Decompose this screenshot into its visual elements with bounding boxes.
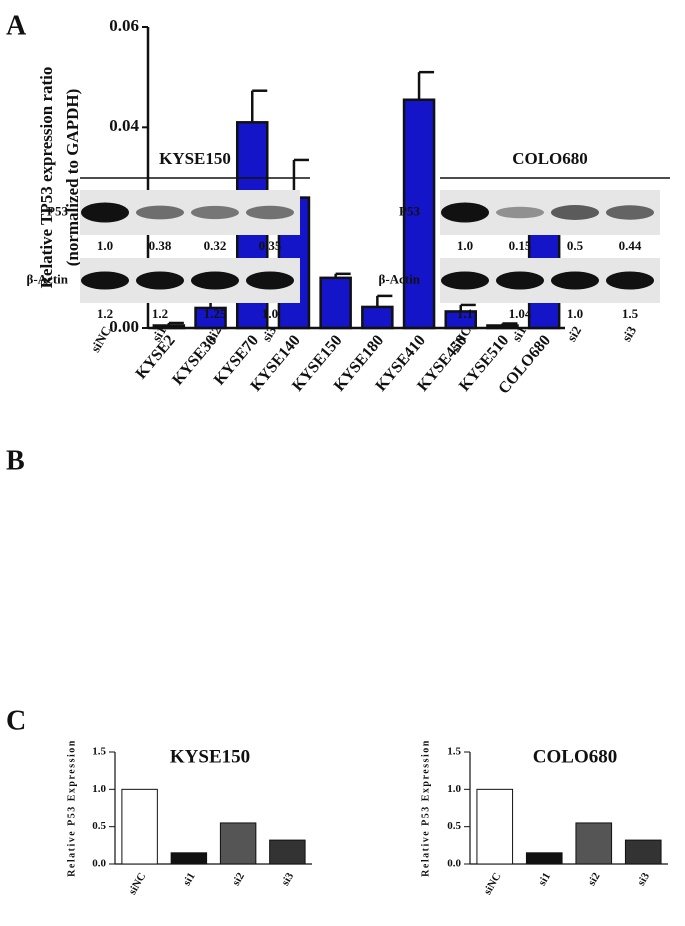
x-tick-label: siNC [126,871,148,897]
y-tick-label: 0.0 [447,858,461,870]
chart-title: KYSE150 [170,746,250,767]
blot-band [191,271,239,290]
y-tick-label: 0.5 [447,820,461,832]
y-axis-label: Relative TP53 expression ratio [37,67,56,289]
panel-label: A [6,10,27,41]
x-tick-label: siNC [482,871,504,897]
band-ratio: 1.0 [457,238,473,253]
blot-band [136,271,184,290]
band-ratio: 0.35 [259,238,282,253]
x-tick-label: si1 [536,871,553,888]
lane-label: si2 [564,323,585,344]
blot-band [246,205,294,220]
blot-band [606,271,654,290]
y-tick-label: 0.04 [109,116,139,135]
blot-band [81,271,129,290]
bar [121,788,158,865]
blot-row-label: P53 [47,203,68,218]
blot-band [496,206,544,219]
blot-band [441,271,489,290]
blot-band [136,205,184,220]
band-ratio: 1.2 [97,306,113,321]
chart-title: COLO680 [533,746,617,767]
bar [624,839,662,865]
band-ratio: 0.44 [619,238,642,253]
bar [319,276,352,330]
lane-label: si1 [509,323,530,344]
band-ratio: 1.5 [622,306,639,321]
blot-row-label: P53 [399,203,420,218]
bar [170,852,208,865]
x-tick-label: si2 [230,870,247,888]
y-axis-label: (normalized to GAPDH) [63,89,82,267]
bar [194,306,227,330]
blot-band [191,205,239,220]
blot-band [246,271,294,290]
band-ratio: 1.0 [97,238,113,253]
band-ratio: 1.04 [509,306,532,321]
lane-label: si1 [149,323,170,344]
bar [525,852,563,865]
y-axis-label: Relative P53 Expression [420,739,431,877]
band-ratio: 1.1 [457,306,473,321]
x-tick-label: si2 [586,870,603,888]
blot-row-label: β-Actin [26,271,68,286]
blot-band [551,205,599,220]
panel-label: B [6,445,25,476]
blot-band [81,202,129,223]
band-ratio: 1.2 [152,306,168,321]
y-tick-label: 1.0 [92,783,106,795]
band-ratio: 0.5 [567,238,584,253]
bar [486,324,519,330]
blot-title: KYSE150 [159,149,231,168]
band-ratio: 0.32 [204,238,227,253]
x-tick-label: si3 [635,870,652,888]
lane-label: si3 [619,323,640,344]
blot-title: COLO680 [512,149,588,168]
band-ratio: 0.38 [149,238,172,253]
band-ratio: 0.15 [509,238,532,253]
band-ratio: 1.0 [262,306,278,321]
x-tick-label: si1 [181,871,198,888]
y-tick-label: 0.00 [109,317,139,336]
blot-band [441,202,489,223]
panel-label: C [6,705,26,736]
bar [269,839,306,865]
bar [219,822,257,865]
lane-label: si3 [259,323,280,344]
y-axis-label: Relative P53 Expression [66,739,77,877]
bar [361,305,394,330]
blot-row-label: β-Actin [378,271,420,286]
y-tick-label: 1.5 [447,746,461,758]
y-tick-label: 1.5 [92,746,106,758]
bar [444,310,478,330]
y-tick-label: 0.06 [109,16,139,35]
blot-band [551,271,599,290]
y-tick-label: 0.0 [92,858,106,870]
y-tick-label: 0.5 [92,820,106,832]
blot-band [606,205,654,220]
lane-label: si2 [204,323,225,344]
band-ratio: 1.25 [204,306,227,321]
bar [476,788,514,865]
bar [575,822,613,865]
blot-band [496,271,544,290]
x-tick-label: si3 [279,870,296,888]
bar [152,324,186,330]
y-tick-label: 1.0 [447,783,461,795]
bar [402,98,436,330]
band-ratio: 1.0 [567,306,583,321]
